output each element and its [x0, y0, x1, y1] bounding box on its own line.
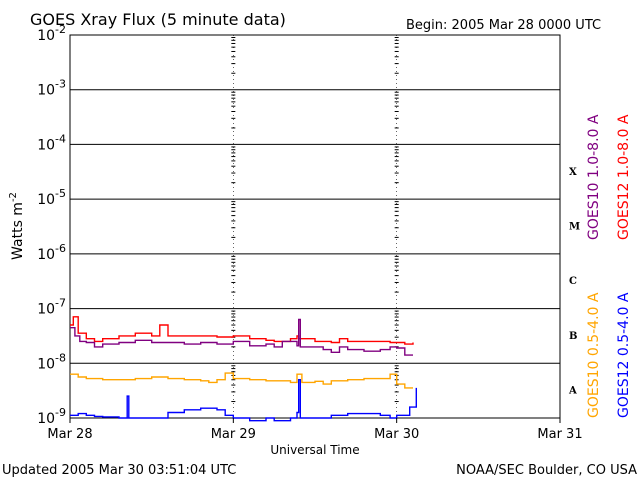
x-axis-ticks: Mar 28 Mar 29 Mar 30 Mar 31	[47, 418, 583, 442]
y-tick-label: 10-8	[37, 351, 66, 372]
x-tick-label: Mar 31	[537, 427, 582, 442]
series-line	[70, 372, 413, 389]
chart-title: GOES Xray Flux (5 minute data)	[30, 10, 286, 29]
flare-class-label: M	[569, 222, 580, 233]
y-axis-ticks: 10-2 10-3 10-4 10-5 10-6 10-7 10-8 10-9	[37, 23, 66, 427]
plot-area	[69, 34, 561, 419]
flare-class-label: B	[569, 331, 577, 342]
y-tick-label: 10-3	[37, 78, 66, 99]
x-tick-label: Mar 30	[374, 427, 419, 442]
x-tick-label: Mar 29	[211, 427, 256, 442]
series-line	[70, 379, 417, 422]
y-tick-label: 10-4	[37, 132, 66, 153]
x-tick-label: Mar 28	[47, 427, 92, 442]
y-tick-label: 10-2	[37, 23, 66, 44]
y-tick-label: 10-5	[37, 187, 66, 208]
x-axis-label: Universal Time	[270, 443, 359, 457]
series-group	[70, 316, 417, 422]
series-line	[70, 316, 414, 345]
noaa-credit: NOAA/SEC Boulder, CO USA	[456, 463, 637, 478]
legend-goes10-short: GOES10 0.5-4.0 A	[586, 292, 602, 418]
legend-goes10-long: GOES10 1.0-8.0 A	[586, 114, 602, 240]
begin-label: Begin: 2005 Mar 28 0000 UTC	[406, 18, 601, 33]
y-axis-label: Watts m-2	[8, 192, 26, 260]
flare-class-label: A	[568, 386, 577, 397]
legend-goes12-short: GOES12 0.5-4.0 A	[616, 292, 632, 418]
updated-timestamp: Updated 2005 Mar 30 03:51:04 UTC	[2, 463, 236, 478]
y-tick-label: 10-6	[37, 242, 66, 263]
flare-class-label: X	[569, 167, 577, 178]
flare-class-labels: X M C B A	[568, 167, 580, 397]
y-tick-label: 10-9	[37, 406, 66, 427]
legend-goes12-long: GOES12 1.0-8.0 A	[616, 114, 632, 240]
flare-class-label: C	[569, 276, 577, 287]
grid	[70, 35, 560, 418]
series-line	[70, 318, 413, 356]
y-tick-label: 10-7	[37, 297, 66, 318]
